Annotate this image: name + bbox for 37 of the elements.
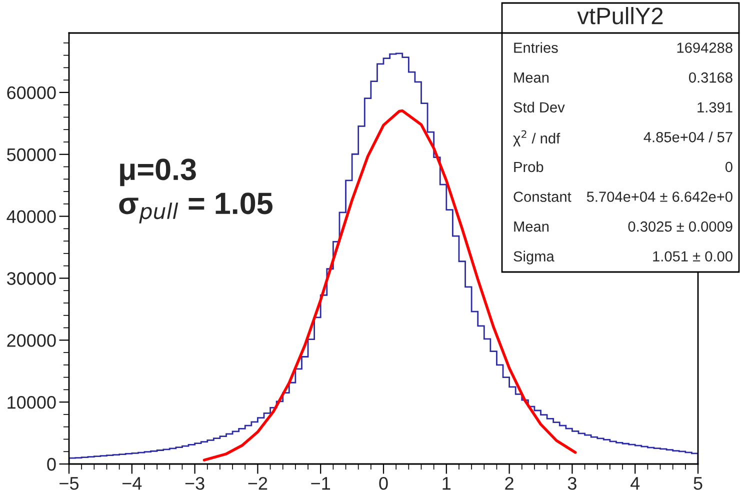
x-tick-label: 3 bbox=[568, 476, 576, 490]
annotation: Constant bbox=[514, 192, 572, 202]
annotation: Sigma bbox=[514, 250, 554, 264]
x-tick-label: 5 bbox=[694, 477, 702, 490]
x-tick-label: 4 bbox=[630, 477, 640, 490]
x-tick-label: 1 bbox=[442, 477, 451, 490]
y-tick-label: 30000 bbox=[6, 272, 56, 285]
x-tick-label: −2 bbox=[248, 476, 268, 490]
x-tick-label: −3 bbox=[185, 476, 204, 490]
x-tick-label: −1 bbox=[311, 477, 330, 490]
x-tick-label: −5 bbox=[60, 477, 79, 490]
y-tick-label: 50000 bbox=[7, 148, 56, 162]
x-tick-label: −4 bbox=[122, 477, 142, 490]
x-tick-label: 2 bbox=[505, 476, 514, 490]
annotation: χ$^{2}$ / ndf bbox=[513, 130, 560, 146]
y-tick-label: 40000 bbox=[6, 210, 56, 224]
annotation: 1.391 bbox=[698, 102, 732, 113]
annotation: σ$_{pull}$ = 1.05 bbox=[119, 192, 272, 224]
text: 0 bbox=[725, 162, 732, 172]
annotation: 1.051 ± 0.00 bbox=[653, 251, 732, 262]
y-tick-label: 20000 bbox=[7, 334, 56, 347]
annotation: 0.3168 bbox=[688, 72, 732, 83]
y-tick-label: 60000 bbox=[7, 86, 56, 100]
annotation: 1694288 bbox=[677, 42, 732, 53]
annotation: 0.3025 ± 0.0009 bbox=[628, 221, 732, 232]
annotation: 4.85e+04 / 57 bbox=[644, 132, 732, 142]
annotation: μ=0.3 bbox=[120, 158, 196, 186]
chart-title: vtPullY2 bbox=[577, 6, 663, 24]
annotation: 5.704e+04 ± 6.642e+0 bbox=[586, 192, 732, 202]
annotation: Prob bbox=[514, 161, 544, 172]
annotation: Mean bbox=[514, 222, 549, 232]
y-tick-label: 10000 bbox=[8, 396, 56, 409]
y-tick-label: 0 bbox=[47, 458, 56, 471]
annotation: Std Dev bbox=[514, 102, 565, 113]
x-tick-label: 0 bbox=[379, 476, 388, 490]
annotation: Entries bbox=[514, 42, 558, 53]
annotation: Mean bbox=[514, 72, 549, 83]
